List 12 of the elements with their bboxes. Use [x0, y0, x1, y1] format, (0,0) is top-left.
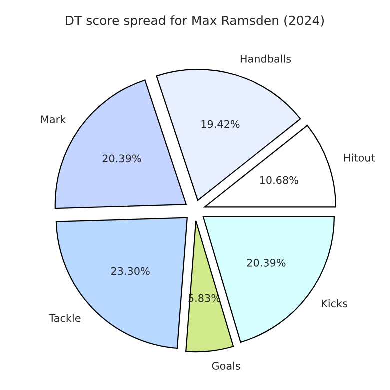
slice-label: Mark	[41, 115, 66, 124]
slice-label: Hitout	[344, 154, 376, 162]
chart-title: DT score spread for Max Ramsden (2024)	[66, 16, 324, 28]
slice-label: Goals	[212, 362, 240, 370]
data-label: 20.39%	[102, 154, 142, 163]
slice-label: Handballs	[240, 54, 292, 63]
data-label: 23.30%	[111, 267, 150, 276]
data-label: 10.68%	[260, 176, 298, 184]
data-label: 20.39%	[247, 258, 286, 267]
slice-label: Kicks	[322, 300, 348, 308]
slice-label: Tackle	[49, 314, 81, 322]
data-label: 19.42%	[202, 120, 240, 128]
